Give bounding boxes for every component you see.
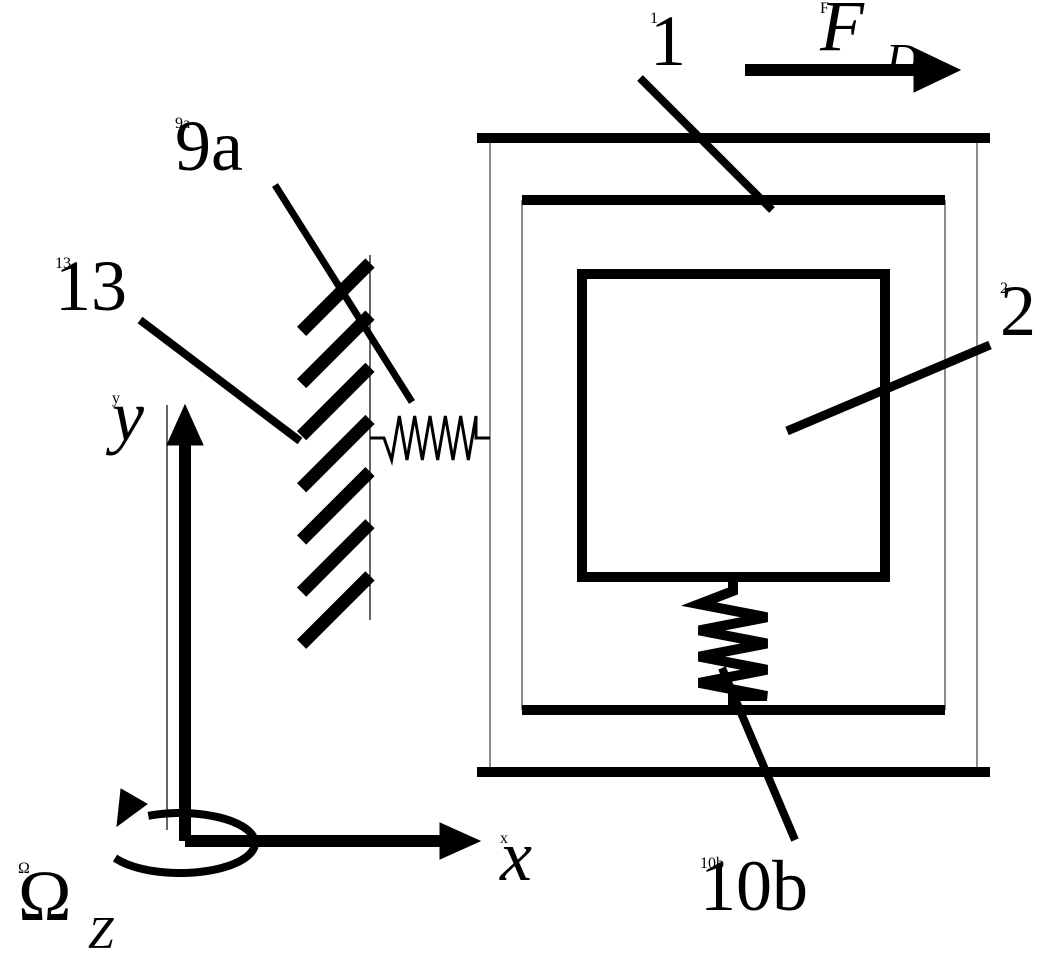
svg-text:Ω: Ω	[18, 856, 72, 936]
svg-text:x: x	[499, 816, 532, 896]
svg-text:Z: Z	[88, 907, 114, 958]
svg-text:2: 2	[1000, 271, 1036, 351]
svg-text:y: y	[105, 376, 144, 456]
svg-text:F: F	[819, 0, 865, 66]
svg-text:D: D	[885, 34, 919, 85]
svg-text:13: 13	[55, 246, 127, 326]
svg-text:10b: 10b	[700, 846, 808, 926]
svg-text:9a: 9a	[175, 106, 243, 186]
svg-text:1: 1	[650, 1, 686, 81]
